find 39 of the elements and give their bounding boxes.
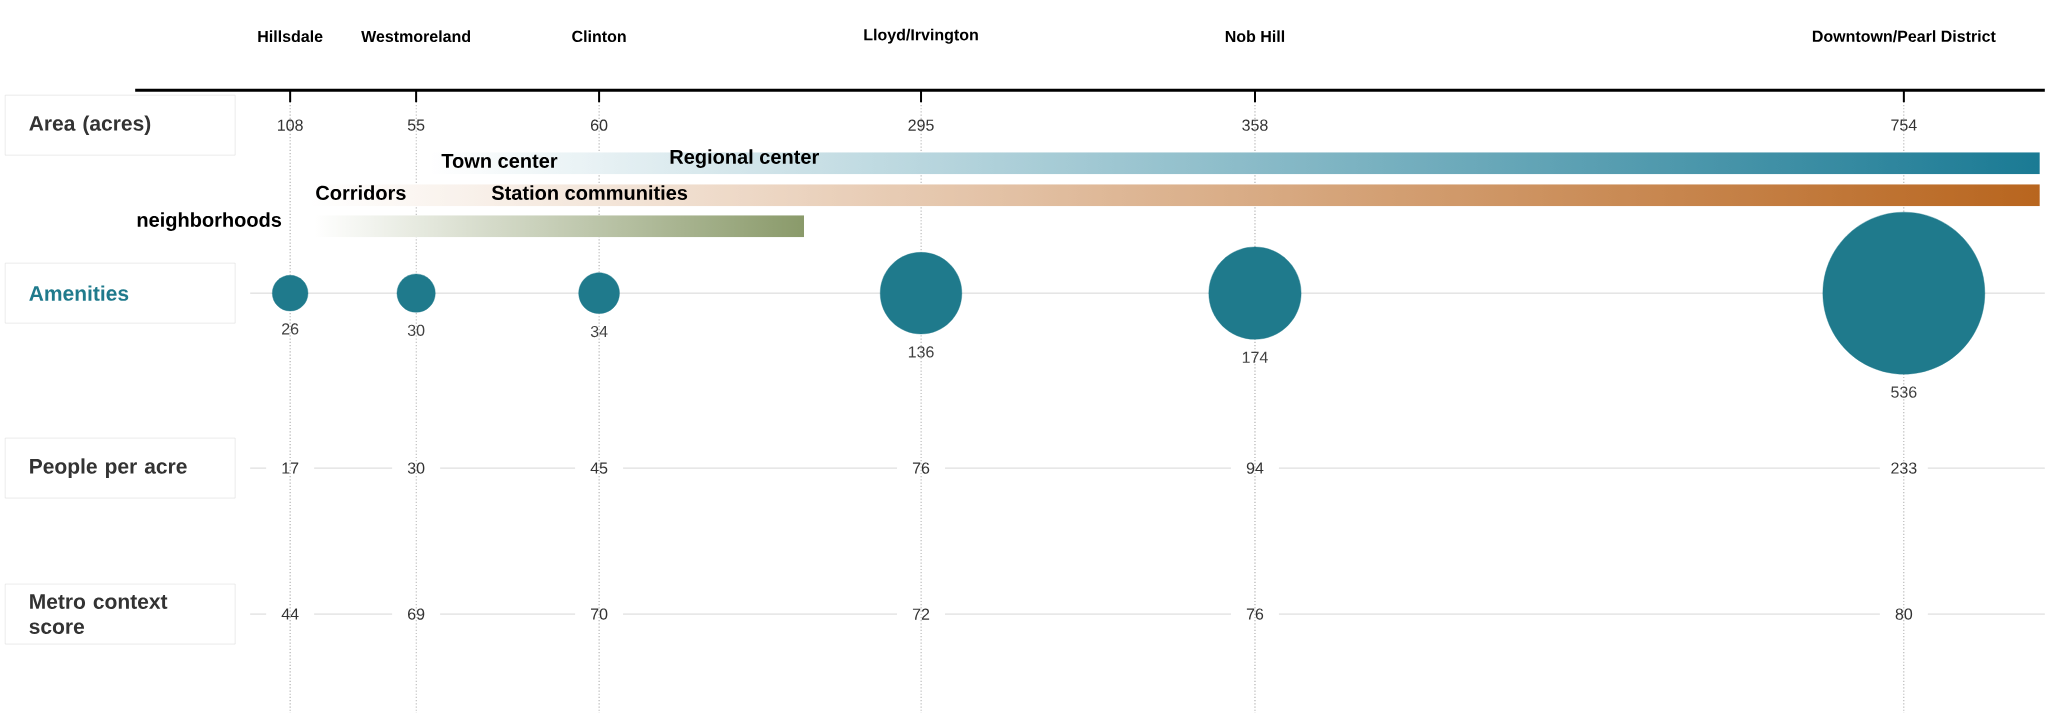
text: Corridors bbox=[316, 185, 406, 201]
data-label: 76 bbox=[1246, 608, 1264, 620]
category-label: Westmoreland bbox=[361, 30, 471, 43]
text: Regional center bbox=[670, 149, 819, 169]
text: Town center bbox=[441, 154, 558, 169]
category-label: Lloyd/Irvington bbox=[864, 28, 978, 44]
data-label: 55 bbox=[407, 119, 425, 131]
category-label: Clinton bbox=[572, 30, 626, 43]
data-label: 17 bbox=[282, 462, 299, 474]
data-label: 233 bbox=[1891, 462, 1917, 474]
data-label: 80 bbox=[1895, 608, 1913, 620]
data-label: 358 bbox=[1242, 119, 1268, 132]
legend-label: Area (acres) bbox=[29, 115, 151, 136]
data-label: 94 bbox=[1246, 462, 1264, 474]
data-label: 174 bbox=[1242, 352, 1268, 364]
data-label: 34 bbox=[590, 326, 608, 338]
category-label: Nob Hill bbox=[1225, 30, 1285, 43]
data-label: 72 bbox=[912, 608, 930, 620]
text: neighborhoods bbox=[137, 212, 282, 232]
data-label: 60 bbox=[591, 119, 608, 132]
category-label: Downtown/Pearl District bbox=[1812, 30, 1996, 43]
data-label: 754 bbox=[1891, 119, 1917, 131]
text: Station communities bbox=[491, 185, 688, 201]
data-label: 30 bbox=[407, 324, 425, 337]
data-label: 136 bbox=[908, 346, 934, 358]
data-label: 30 bbox=[407, 462, 425, 474]
legend-label: People per acre bbox=[30, 458, 187, 479]
data-label: 45 bbox=[590, 462, 608, 474]
data-label: 295 bbox=[908, 119, 934, 132]
data-label: 70 bbox=[591, 608, 608, 620]
legend-label: Metro context score bbox=[29, 594, 168, 635]
data-label: 26 bbox=[282, 323, 299, 335]
data-label: 76 bbox=[912, 462, 930, 474]
category-label: Hillsdale bbox=[258, 30, 323, 43]
data-label: 536 bbox=[1891, 386, 1917, 398]
legend-label: Amenities bbox=[29, 285, 129, 302]
data-label: 44 bbox=[281, 608, 299, 620]
data-label: 69 bbox=[408, 608, 425, 620]
data-label: 108 bbox=[278, 119, 303, 132]
